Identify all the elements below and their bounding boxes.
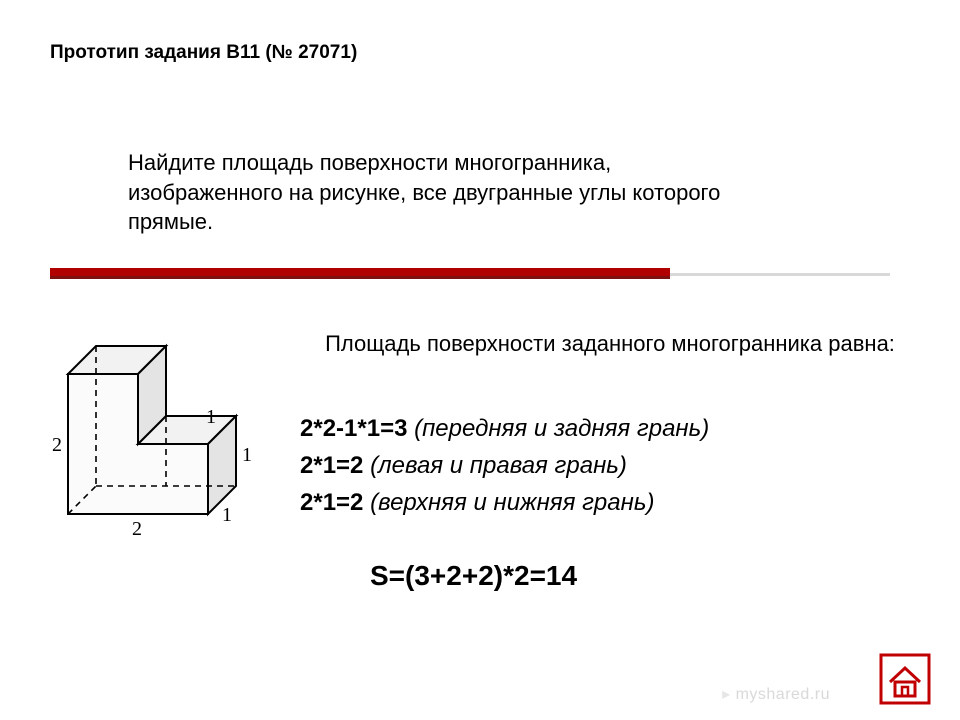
polyhedron-diagram: 2 2 1 1 1 [38,314,268,544]
label-2-left: 2 [52,434,62,457]
home-icon[interactable] [878,652,932,706]
result-formula: S=(3+2+2)*2=14 [370,560,577,592]
watermark-text: ▸ myshared.ru [722,684,830,704]
watermark-label: myshared.ru [736,686,830,703]
label-1-br: 1 [222,504,232,527]
calc-expr: 2*2-1*1=3 [300,415,407,442]
label-1-top: 1 [206,406,216,429]
calc-note: (левая и правая грань) [363,452,626,479]
calc-line-2: 2*1=2 (левая и правая грань) [300,447,920,484]
label-2-bottom: 2 [132,518,142,541]
calc-block: 2*2-1*1=3 (передняя и задняя грань) 2*1=… [300,410,920,522]
label-1-right: 1 [242,444,252,467]
calc-expr: 2*1=2 [300,452,363,479]
problem-text: Найдите площадь поверхности многогранник… [128,148,768,237]
calc-note: (верхняя и нижняя грань) [363,489,654,516]
divider [50,262,890,284]
calc-expr: 2*1=2 [300,489,363,516]
calc-note: (передняя и задняя грань) [407,415,709,442]
calc-line-3: 2*1=2 (верхняя и нижняя грань) [300,484,920,521]
solution-caption: Площадь поверхности заданного многогранн… [300,330,920,359]
calc-line-1: 2*2-1*1=3 (передняя и задняя грань) [300,410,920,447]
task-header: Прототип задания B11 (№ 27071) [50,42,357,64]
